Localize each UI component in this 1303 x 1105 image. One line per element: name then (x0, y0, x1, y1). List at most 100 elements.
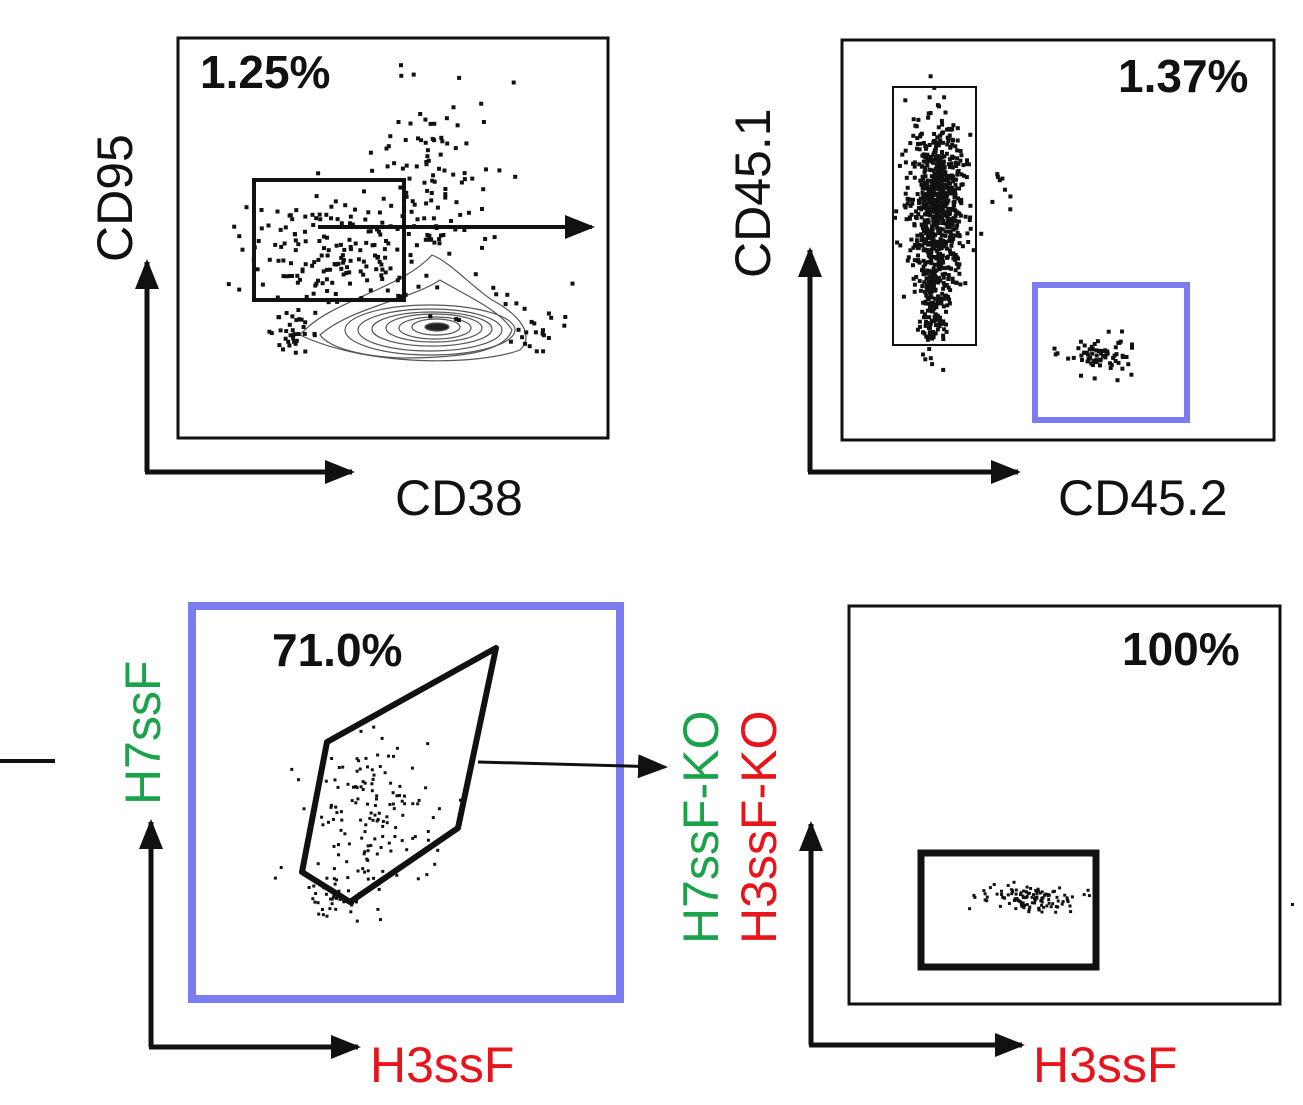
event-dot (1090, 351, 1095, 356)
event-dot (910, 201, 915, 206)
event-dot (369, 844, 373, 847)
event-dot (937, 276, 942, 281)
event-dot (334, 907, 338, 911)
event-dot (953, 160, 958, 165)
event-dot (943, 191, 948, 196)
event-dot (911, 197, 915, 202)
event-dot (387, 841, 391, 845)
event-dot (348, 214, 353, 219)
event-dot (491, 285, 496, 290)
event-dot (373, 813, 377, 817)
event-dot (926, 111, 931, 116)
event-dot (383, 255, 388, 260)
event-dot (950, 138, 955, 143)
event-dot (920, 309, 925, 314)
event-dot (1010, 892, 1014, 896)
event-dot (927, 315, 932, 320)
event-dot (940, 202, 945, 207)
event-dot (915, 327, 920, 332)
event-dot (370, 768, 374, 772)
event-dot (411, 836, 415, 840)
event-dot (1040, 910, 1044, 914)
event-dot (924, 334, 929, 339)
event-dot (933, 223, 938, 228)
event-dot (1049, 905, 1053, 909)
event-dot (950, 165, 955, 170)
event-dot (941, 140, 945, 145)
event-dot (1028, 905, 1032, 909)
event-dot (935, 181, 940, 186)
event-dot (313, 283, 318, 288)
event-dot (950, 223, 955, 228)
event-dot (352, 785, 355, 789)
event-dot (935, 327, 940, 332)
event-dot (259, 208, 264, 212)
event-dot (1120, 353, 1125, 358)
event-dot (283, 336, 288, 341)
event-dot (951, 200, 956, 205)
event-dot (364, 823, 368, 827)
event-dot (416, 802, 420, 806)
gate-percent: 71.0% (272, 624, 402, 676)
event-dot (400, 839, 404, 843)
event-dot (960, 182, 965, 187)
event-dot (275, 209, 280, 214)
event-dot (923, 299, 928, 304)
event-dot (964, 175, 969, 180)
event-dot (982, 889, 986, 893)
event-dot (1115, 378, 1120, 383)
event-dot (938, 172, 942, 177)
event-dot (1010, 888, 1014, 892)
event-dot (925, 182, 930, 187)
event-dot (429, 237, 434, 242)
event-dot (455, 123, 460, 128)
event-dot (956, 161, 961, 166)
event-dot (953, 218, 958, 223)
event-dot (321, 908, 324, 911)
event-dot (941, 333, 946, 338)
event-dot (266, 223, 271, 228)
event-dot (1082, 343, 1087, 348)
event-dot (903, 160, 908, 165)
event-dot (411, 72, 416, 77)
event-dot (381, 824, 385, 828)
event-dot (330, 902, 334, 906)
event-dot (946, 285, 951, 290)
event-dot (928, 356, 933, 361)
event-dot (929, 174, 934, 179)
event-dot (943, 110, 948, 115)
event-dot (930, 224, 935, 229)
event-dot (392, 161, 397, 166)
event-dot (930, 336, 935, 341)
event-dot (922, 181, 927, 186)
event-dot (931, 273, 936, 278)
event-dot (400, 799, 404, 803)
event-dot (494, 292, 499, 297)
event-dot (918, 196, 923, 201)
event-dot (296, 308, 301, 312)
event-dot (237, 234, 242, 239)
event-dot (1085, 359, 1090, 364)
event-dot (955, 169, 960, 174)
event-dot (412, 202, 417, 207)
event-dot (934, 144, 939, 149)
event-dot (337, 766, 341, 769)
event-dot (279, 244, 284, 249)
event-dot (316, 278, 320, 283)
event-dot (454, 317, 459, 322)
event-dot (414, 243, 419, 248)
event-dot (370, 168, 375, 173)
y-axis-label-line2: H3ssF-KO (731, 711, 787, 944)
event-dot (284, 311, 289, 315)
event-dot (403, 794, 406, 798)
event-dot (941, 319, 946, 324)
event-dot (935, 313, 940, 318)
event-dot (338, 242, 343, 247)
event-dot (383, 270, 388, 275)
event-dot (968, 132, 973, 137)
event-dot (921, 226, 925, 231)
event-dot (921, 300, 926, 305)
event-dot (957, 262, 962, 267)
event-dot (971, 248, 976, 253)
event-dot (398, 794, 402, 797)
